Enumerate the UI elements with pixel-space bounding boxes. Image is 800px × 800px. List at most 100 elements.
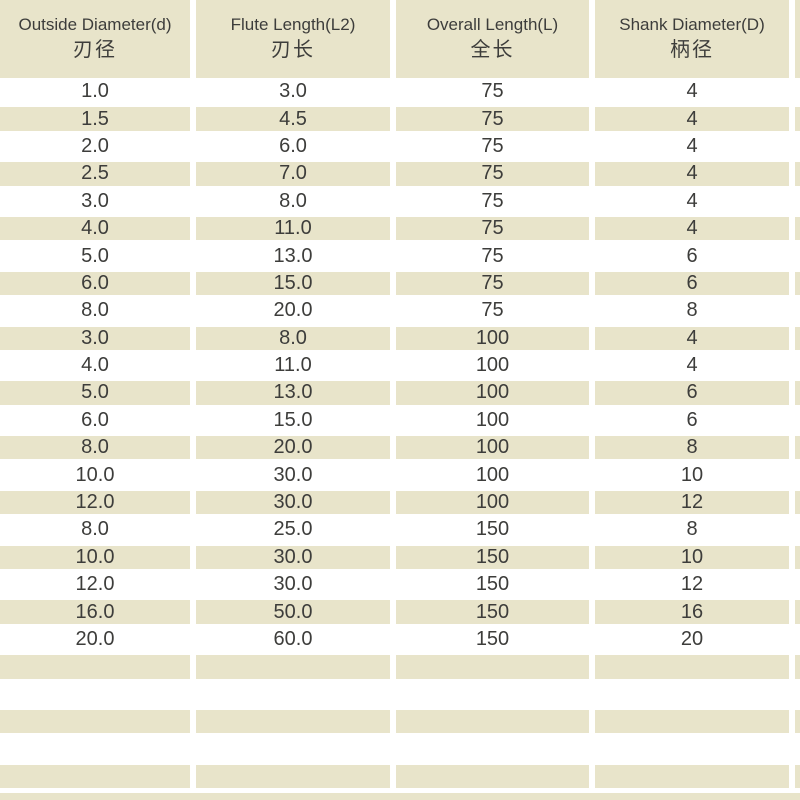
- cell-flute-length: 20.0: [196, 297, 390, 325]
- table-row: 3.0 8.0 75 4: [0, 187, 800, 215]
- cell-outside-diameter: 16.0: [0, 598, 190, 626]
- cell-shank-diameter: 8: [595, 434, 789, 462]
- cell-flute-length: 8.0: [196, 187, 390, 215]
- cell-flute-length: [196, 653, 390, 681]
- cell-overall-length: 75: [396, 78, 589, 106]
- cell-outside-diameter: 2.0: [0, 132, 190, 161]
- table-row: 6.0 15.0 100 6: [0, 406, 800, 435]
- cell-overall-length: [396, 735, 589, 763]
- cell-edge-sliver: [795, 434, 800, 462]
- cell-edge-sliver: [795, 516, 800, 544]
- cell-flute-length: [196, 762, 390, 791]
- cell-flute-length: 20.0: [196, 434, 390, 462]
- table-row: 16.0 50.0 150 16: [0, 598, 800, 626]
- table-row: 1.5 4.5 75 4: [0, 105, 800, 133]
- cell-outside-diameter: 12.0: [0, 488, 190, 517]
- header-cell-edge-sliver: [795, 0, 800, 78]
- cell-overall-length: 100: [396, 379, 589, 407]
- cell-overall-length: [396, 680, 589, 708]
- cell-flute-length: 30.0: [196, 488, 390, 517]
- cell-overall-length: 150: [396, 571, 589, 599]
- cell-shank-diameter: 16: [595, 598, 789, 626]
- cell-shank-diameter: 8: [595, 516, 789, 544]
- cell-flute-length: 15.0: [196, 406, 390, 435]
- cell-overall-length: [396, 653, 589, 681]
- cell-outside-diameter: 6.0: [0, 406, 190, 435]
- cell-shank-diameter: 4: [595, 132, 789, 161]
- cell-outside-diameter: [0, 680, 190, 708]
- table-row: 20.0 60.0 150 20: [0, 625, 800, 654]
- cell-outside-diameter: 5.0: [0, 242, 190, 270]
- cell-edge-sliver: [795, 625, 800, 654]
- cell-edge-sliver: [795, 543, 800, 572]
- cell-overall-length: 75: [396, 105, 589, 133]
- cell-shank-diameter: 10: [595, 543, 789, 572]
- cell-overall-length: 75: [396, 242, 589, 270]
- header-label-zh: 全长: [470, 38, 515, 61]
- cell-flute-length: [196, 735, 390, 763]
- table-row: 12.0 30.0 100 12: [0, 488, 800, 517]
- table-row: 8.0 25.0 150 8: [0, 516, 800, 544]
- cell-overall-length: 75: [396, 132, 589, 161]
- cell-edge-sliver: [795, 598, 800, 626]
- cell-shank-diameter: 12: [595, 571, 789, 599]
- cell-outside-diameter: 3.0: [0, 187, 190, 215]
- cell-overall-length: 150: [396, 598, 589, 626]
- cell-outside-diameter: [0, 762, 190, 791]
- cell-overall-length: 100: [396, 461, 589, 489]
- cell-flute-length: 30.0: [196, 461, 390, 489]
- header-label-en: Overall Length(L): [426, 15, 559, 35]
- cell-overall-length: 75: [396, 297, 589, 325]
- cell-flute-length: 30.0: [196, 543, 390, 572]
- cell-flute-length: 13.0: [196, 242, 390, 270]
- cell-outside-diameter: 4.0: [0, 351, 190, 380]
- cell-overall-length: 100: [396, 434, 589, 462]
- cell-edge-sliver: [795, 406, 800, 435]
- cell-flute-length: 8.0: [196, 324, 390, 352]
- empty-row: [0, 680, 800, 708]
- table-row: 8.0 20.0 75 8: [0, 297, 800, 325]
- header-cell-flute-length: Flute Length(L2) 刃长: [196, 0, 390, 78]
- cell-shank-diameter: 4: [595, 214, 789, 243]
- cell-flute-length: 13.0: [196, 379, 390, 407]
- cell-edge-sliver: [795, 214, 800, 243]
- cell-edge-sliver: [795, 324, 800, 352]
- table-row: 4.0 11.0 75 4: [0, 214, 800, 243]
- cell-shank-diameter: 4: [595, 324, 789, 352]
- cell-overall-length: [396, 707, 589, 736]
- cell-outside-diameter: 8.0: [0, 434, 190, 462]
- cell-shank-diameter: 6: [595, 242, 789, 270]
- table-row: 1.0 3.0 75 4: [0, 78, 800, 106]
- cell-shank-diameter: 6: [595, 379, 789, 407]
- cell-edge-sliver: [795, 105, 800, 133]
- cell-shank-diameter: [595, 707, 789, 736]
- table-row: 2.5 7.0 75 4: [0, 160, 800, 188]
- cell-shank-diameter: [595, 680, 789, 708]
- table-row: 10.0 30.0 100 10: [0, 461, 800, 489]
- cell-flute-length: 7.0: [196, 160, 390, 188]
- cell-flute-length: 25.0: [196, 516, 390, 544]
- cell-overall-length: 150: [396, 543, 589, 572]
- cell-outside-diameter: 8.0: [0, 297, 190, 325]
- header-label-en: Shank Diameter(D): [619, 15, 765, 35]
- header-label-zh: 柄径: [670, 38, 714, 61]
- cell-edge-sliver: [795, 242, 800, 270]
- cell-outside-diameter: 3.0: [0, 324, 190, 352]
- cell-outside-diameter: 20.0: [0, 625, 190, 654]
- cell-overall-length: 150: [396, 516, 589, 544]
- cell-flute-length: 4.5: [196, 105, 390, 133]
- table-row: 3.0 8.0 100 4: [0, 324, 800, 352]
- table-row: 4.0 11.0 100 4: [0, 351, 800, 380]
- cell-edge-sliver: [795, 78, 800, 106]
- cell-flute-length: 6.0: [196, 132, 390, 161]
- cell-overall-length: 75: [396, 187, 589, 215]
- cell-flute-length: [196, 707, 390, 736]
- cell-outside-diameter: 8.0: [0, 516, 190, 544]
- cell-shank-diameter: 6: [595, 269, 789, 298]
- table-row: 12.0 30.0 150 12: [0, 571, 800, 599]
- cell-shank-diameter: [595, 653, 789, 681]
- cell-overall-length: 100: [396, 351, 589, 380]
- cell-shank-diameter: [595, 762, 789, 791]
- bottom-strip: [0, 793, 800, 800]
